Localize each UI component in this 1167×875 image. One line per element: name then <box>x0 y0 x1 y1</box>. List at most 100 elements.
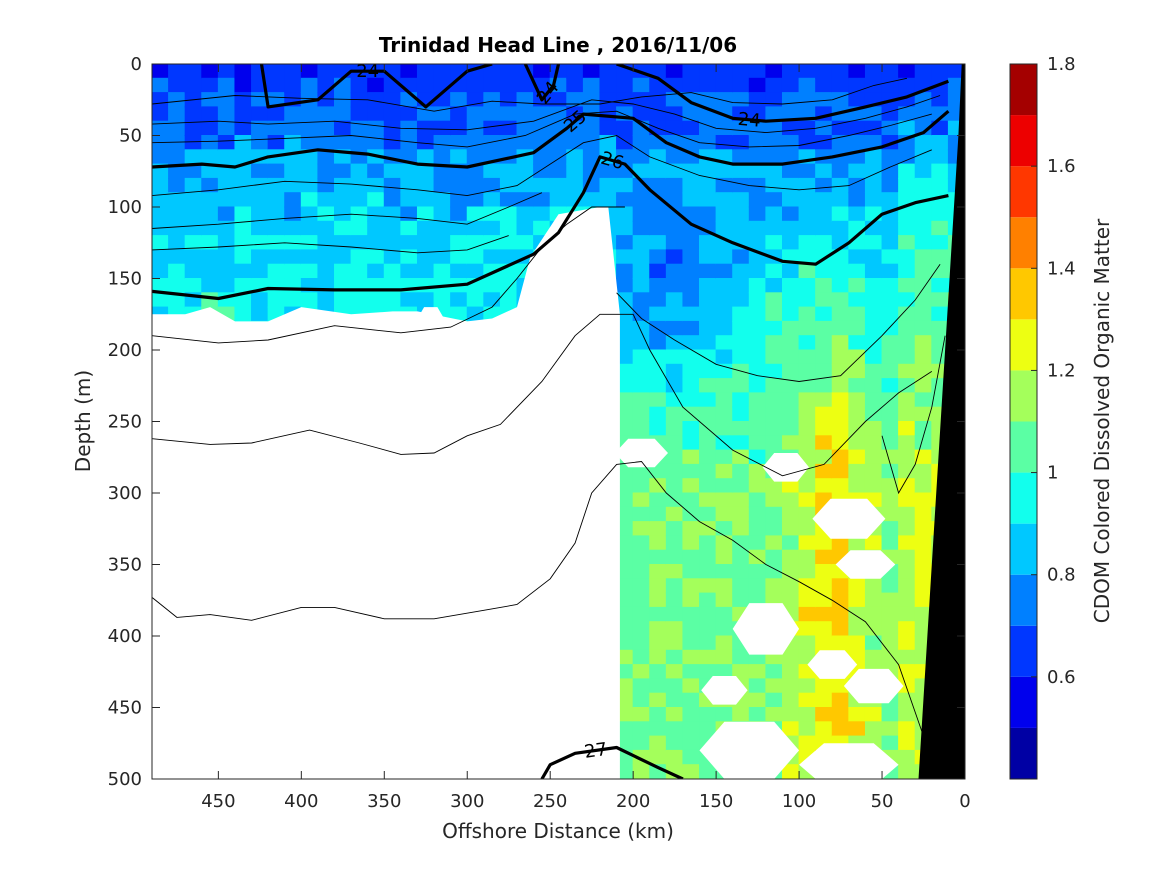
cdom-cell <box>732 306 750 322</box>
cdom-cell <box>848 592 866 608</box>
cdom-cell <box>582 192 601 208</box>
cdom-cell <box>914 92 933 108</box>
cdom-cell <box>632 421 651 437</box>
cdom-cell <box>699 306 717 322</box>
cdom-cell <box>582 77 601 94</box>
cdom-cell <box>715 220 734 237</box>
cdom-cell <box>682 521 701 537</box>
cdom-cell <box>632 592 651 608</box>
cdom-cell <box>781 235 800 251</box>
cdom-cell <box>765 692 783 708</box>
cdom-cell <box>914 263 933 279</box>
cdom-cell <box>881 535 900 551</box>
cdom-cell <box>765 535 783 551</box>
cdom-cell <box>599 177 618 194</box>
cdom-cell <box>881 735 900 751</box>
cdom-cell <box>748 64 767 79</box>
x-tick-label: 50 <box>871 791 894 812</box>
cdom-cell <box>234 135 253 151</box>
cdom-cell <box>234 235 253 251</box>
cdom-cell <box>748 177 767 194</box>
cdom-cell <box>864 449 883 465</box>
cdom-cell <box>699 592 717 608</box>
cdom-cell <box>864 278 883 294</box>
cdom-cell <box>699 535 717 551</box>
cdom-cell <box>881 506 900 523</box>
cdom-cell <box>549 177 568 194</box>
cdom-cell <box>367 163 385 179</box>
cdom-cell <box>217 106 236 122</box>
cdom-cell <box>931 263 949 279</box>
cdom-cell <box>251 306 269 322</box>
cdom-cell <box>732 592 750 608</box>
y-tick-label: 250 <box>108 412 142 433</box>
y-tick-label: 150 <box>108 269 142 290</box>
cdom-cell <box>831 606 850 623</box>
cdom-cell <box>699 64 717 79</box>
cdom-cell <box>184 206 203 222</box>
cdom-cell <box>781 721 800 737</box>
cdom-cell <box>665 521 684 537</box>
cdom-cell <box>781 549 800 565</box>
cdom-cell <box>665 506 684 523</box>
cdom-cell <box>616 77 634 94</box>
cdom-cell <box>184 192 203 208</box>
colorbar-frame <box>1009 63 1038 780</box>
cdom-cell <box>400 177 418 194</box>
cdom-cell <box>400 206 418 222</box>
cdom-cell <box>450 92 468 108</box>
colorbar-swatch <box>1010 319 1037 371</box>
cdom-cell <box>798 392 817 408</box>
cdom-cell <box>815 406 833 422</box>
x-axis: 450 400 350 300 250 200 150 100 50 0 <box>201 64 971 812</box>
cdom-cell <box>367 206 385 222</box>
cdom-cell <box>616 320 634 337</box>
cdom-cell <box>400 192 418 208</box>
cdom-cell <box>815 306 833 322</box>
cdom-cell <box>715 506 734 523</box>
cdom-cell <box>798 707 817 723</box>
cdom-cell <box>201 292 219 308</box>
cdom-cell <box>499 64 518 79</box>
cdom-cell <box>168 206 186 222</box>
cdom-cell <box>217 177 236 194</box>
cdom-cell <box>433 263 452 279</box>
cdom-cell <box>781 320 800 337</box>
cdom-cell <box>466 135 485 151</box>
cdom-cell <box>848 406 866 422</box>
cdom-cell <box>715 378 734 394</box>
cdom-cell <box>781 192 800 208</box>
no-data-patch <box>701 676 748 705</box>
cdom-cell <box>665 77 684 94</box>
cdom-cell <box>632 220 651 237</box>
cdom-cell <box>765 707 783 723</box>
cdom-cell <box>616 564 634 580</box>
cdom-cell <box>566 77 584 94</box>
cdom-cell <box>881 192 900 208</box>
cdom-cell <box>881 220 900 237</box>
cdom-cell <box>234 306 253 322</box>
cdom-cell <box>748 106 767 122</box>
cdom-cell <box>848 320 866 337</box>
cdom-cell <box>616 721 634 737</box>
cdom-cell <box>831 349 850 365</box>
cdom-cell <box>715 120 734 136</box>
cdom-cell <box>665 606 684 623</box>
cdom-cell <box>533 192 551 208</box>
density-contour-24 <box>259 64 493 109</box>
cdom-cell <box>632 535 651 551</box>
cdom-cell <box>284 106 302 122</box>
cdom-cell <box>499 135 518 151</box>
cdom-cell <box>284 263 302 279</box>
cdom-cell <box>682 463 701 480</box>
cdom-cell <box>715 621 734 637</box>
cdom-cell <box>715 564 734 580</box>
cdom-cell <box>665 263 684 279</box>
x-tick-label: 250 <box>533 791 567 812</box>
cdom-cell <box>400 163 418 179</box>
cdom-cell <box>765 77 783 94</box>
cdom-cell <box>616 578 634 594</box>
cdom-cell <box>665 421 684 437</box>
cdom-cell <box>898 535 916 551</box>
thin-density-contour <box>152 77 907 112</box>
